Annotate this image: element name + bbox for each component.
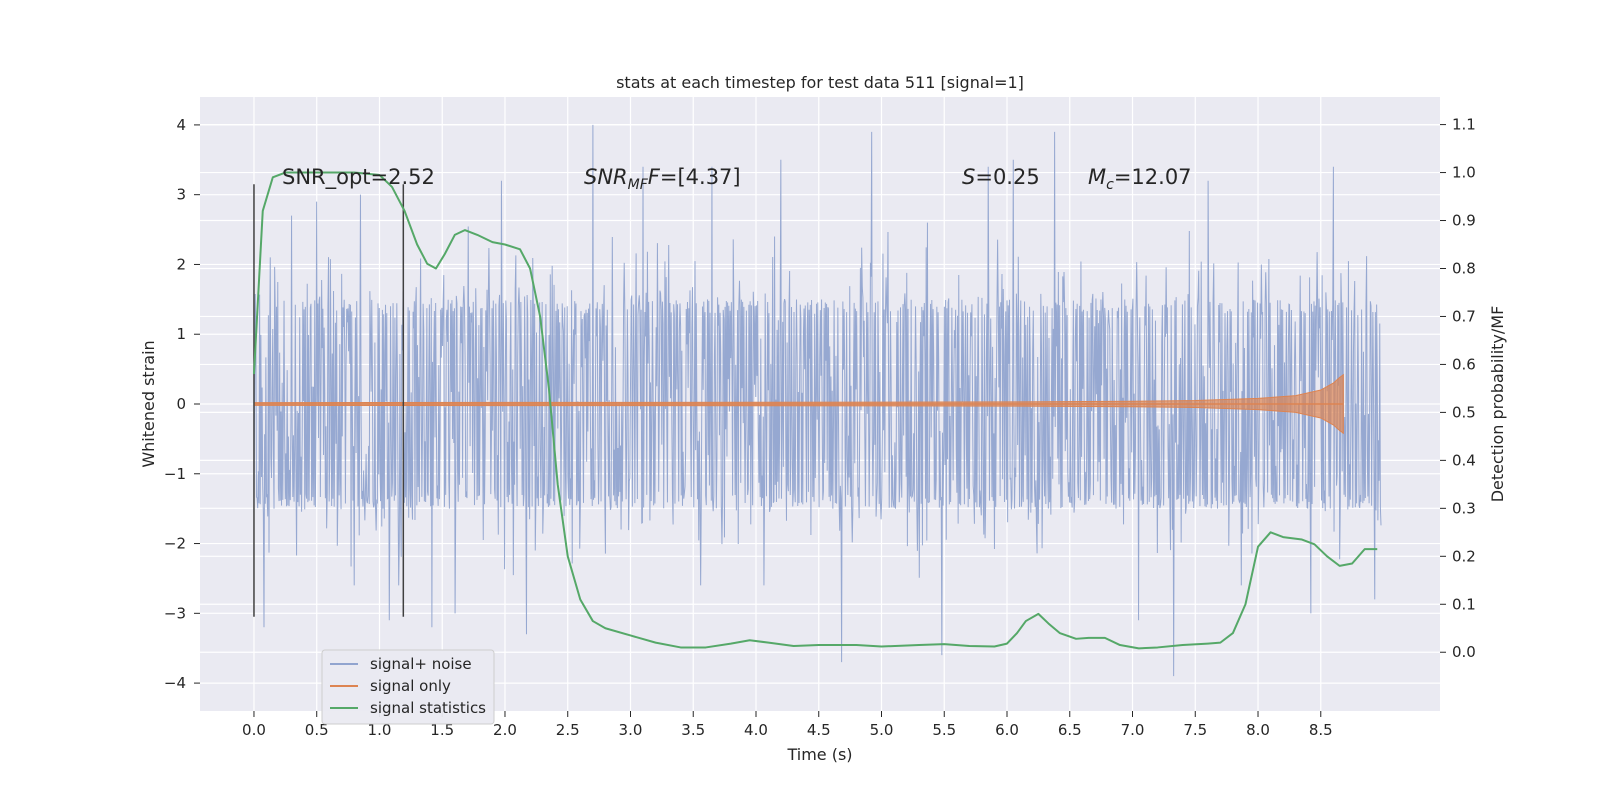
left-y-tick-label: −3: [164, 604, 186, 622]
right-y-tick-label: 0.0: [1452, 643, 1476, 661]
left-y-tick-label: 3: [176, 186, 186, 204]
x-tick-label: 3.0: [619, 721, 643, 739]
x-tick-label: 3.5: [681, 721, 705, 739]
x-axis: 0.0 0.5 1.0 1.5 2.0 2.5 3.0 3.5 4.0 4.5 5.0 5.5 6.0 6…: [242, 711, 1333, 739]
x-tick-label: 5.0: [870, 721, 894, 739]
vertical-lines: [253, 184, 405, 617]
annotation-snr-opt: SNR_opt=2.52: [282, 165, 435, 190]
left-y-tick-label: −1: [164, 465, 186, 483]
right-y-tick-label: 1.0: [1452, 164, 1476, 182]
right-y-tick-label: 0.8: [1452, 259, 1476, 277]
annotation-mc-value: =12.07: [1114, 165, 1192, 189]
legend-label-signal-statistics: signal statistics: [370, 699, 486, 717]
right-y-tick-label: 0.5: [1452, 403, 1476, 421]
left-y-axis-label: Whitened strain: [139, 340, 158, 467]
x-tick-label: 2.5: [556, 721, 580, 739]
x-axis-label: Time (s): [786, 745, 852, 764]
x-tick-label: 0.0: [242, 721, 266, 739]
legend-box: [321, 649, 495, 725]
annotation-snr-mf-main: SNR: [584, 165, 628, 189]
signal-noise-series: [253, 124, 1382, 677]
signal-statistics-series: [252, 171, 1378, 650]
x-tick-label: 6.0: [995, 721, 1019, 739]
legend-label-signal-only: signal only: [370, 677, 451, 695]
right-y-axis-label: Detection probability/MF: [1488, 306, 1507, 503]
x-tick-label: 6.5: [1058, 721, 1082, 739]
annotation-snr-mf-f: F: [648, 165, 661, 189]
annotation-s-value: =0.25: [975, 165, 1039, 189]
right-y-tick-label: 0.7: [1452, 307, 1476, 325]
left-y-tick-label: 2: [176, 255, 186, 273]
x-tick-label: 5.5: [932, 721, 956, 739]
signal-statistics-line: [252, 171, 1378, 650]
left-y-axis: 4 3 2 1 0 −1 −2 −3 −4: [164, 116, 200, 692]
signal-only-series: [253, 373, 1344, 435]
annotation-snr-mf: SNRMFF=[4.37]: [584, 165, 741, 193]
right-y-tick-label: 0.6: [1452, 355, 1476, 373]
right-y-tick-label: 0.9: [1452, 212, 1476, 230]
x-tick-label: 8.5: [1309, 721, 1333, 739]
annotation-mc: Mc=12.07: [1088, 165, 1192, 193]
left-y-tick-label: 1: [176, 325, 186, 343]
signal-noise-line: [253, 124, 1382, 677]
left-y-tick-label: −2: [164, 535, 186, 553]
x-tick-label: 7.0: [1121, 721, 1145, 739]
x-tick-label: 8.0: [1246, 721, 1270, 739]
x-tick-label: 2.0: [493, 721, 517, 739]
left-y-tick-label: 4: [176, 116, 186, 134]
annotation-mc-main: M: [1088, 165, 1106, 189]
right-y-tick-label: 0.4: [1452, 451, 1476, 469]
right-y-axis: 1.1 1.0 0.9 0.8 0.7 0.6 0.5 0.4 0.3 0.2 0.1 0.0: [1440, 116, 1476, 661]
right-y-tick-label: 1.1: [1452, 116, 1476, 134]
annotation-snr-mf-sub: MF: [628, 177, 649, 193]
right-y-tick-label: 0.1: [1452, 595, 1476, 613]
right-y-tick-label: 0.3: [1452, 499, 1476, 517]
right-y-tick-label: 0.2: [1452, 547, 1476, 565]
left-y-tick-label: 0: [176, 395, 186, 413]
x-tick-label: 4.5: [807, 721, 831, 739]
legend-label-signal-noise: signal+ noise: [370, 655, 472, 673]
left-y-tick-label: −4: [164, 674, 186, 692]
annotation-s: S=0.25: [962, 165, 1040, 189]
chart-title: stats at each timestep for test data 511…: [616, 73, 1024, 92]
x-tick-label: 0.5: [305, 721, 329, 739]
annotation-mc-sub: c: [1106, 177, 1114, 193]
x-tick-label: 1.5: [430, 721, 454, 739]
x-tick-label: 1.0: [368, 721, 392, 739]
x-tick-label: 4.0: [744, 721, 768, 739]
annotation-s-main: S: [962, 165, 975, 189]
legend: signal+ noise signal only signal statist…: [321, 649, 495, 725]
annotation-snr-mf-value: =[4.37]: [660, 165, 741, 189]
x-tick-label: 7.5: [1183, 721, 1207, 739]
